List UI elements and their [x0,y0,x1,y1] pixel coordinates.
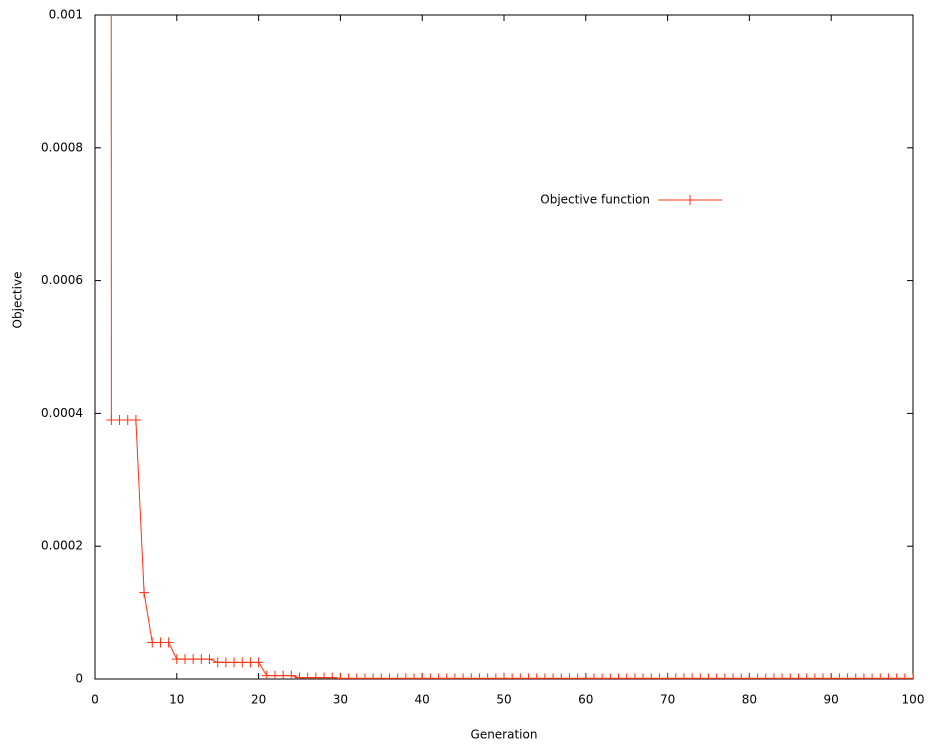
y-tick-label: 0.0006 [41,273,83,287]
x-tick-label: 90 [824,693,839,707]
x-tick-label: 70 [660,693,675,707]
legend-label: Objective function [540,193,650,207]
x-tick-label: 20 [251,693,266,707]
point [253,657,264,668]
point [130,415,141,426]
plot-frame [94,14,914,680]
plot-layer [106,15,913,679]
y-tick-label: 0.0008 [41,140,83,154]
x-tick-label: 30 [333,693,348,707]
x-tick-label: 100 [902,693,925,707]
x-tick-label: 80 [742,693,757,707]
legend-marker [685,195,695,205]
x-tick-label: 60 [578,693,593,707]
x-tick-label: 0 [91,693,99,707]
x-axis-label: Generation [471,728,538,742]
point [139,587,150,598]
x-tick-label: 40 [415,693,430,707]
y-tick-label: 0.0004 [41,406,83,420]
point [163,637,174,648]
y-tick-label: 0.0002 [41,539,83,553]
point [286,670,297,679]
x-tick-label: 50 [496,693,511,707]
x-tick-label: 10 [169,693,184,707]
point [908,673,913,679]
series-line [110,15,913,679]
y-axis-label: Objective [11,272,25,329]
point [327,672,338,679]
point [204,654,215,665]
y-tick-label: 0.001 [49,8,83,22]
y-tick-label: 0 [75,672,83,686]
